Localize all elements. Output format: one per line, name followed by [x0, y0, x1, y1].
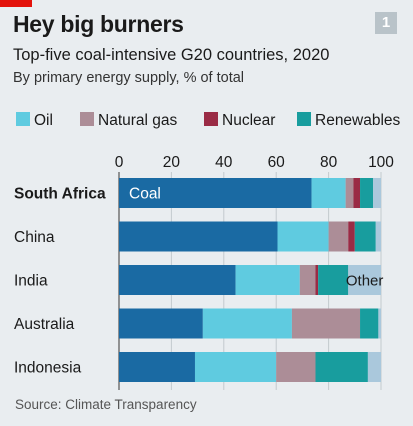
bar-south-africa-coal: [119, 178, 312, 208]
bar-india-other: [348, 265, 381, 295]
x-tick-label: 60: [268, 154, 286, 171]
x-axis-ticks: 0 20 40 60 80 100: [115, 154, 395, 171]
bar-indonesia-natural-gas: [276, 352, 316, 382]
legend-swatch-oil: [16, 112, 30, 126]
bar-australia-oil: [202, 308, 292, 339]
legend-swatch-renewables: [297, 112, 311, 126]
bar-china-renewables: [354, 221, 376, 252]
chart-subtitle-units: By primary energy supply, % of total: [13, 70, 245, 86]
bar-indonesia-oil: [194, 352, 277, 382]
bar-south-africa-renewables: [360, 178, 374, 208]
bar-australia-other: [378, 308, 381, 339]
legend-label-natural-gas: Natural gas: [98, 112, 178, 129]
bar-south-africa-oil: [311, 178, 346, 208]
chart-title: Hey big burners: [13, 11, 184, 37]
legend-swatch-natural-gas: [80, 112, 94, 126]
category-label-south-africa: South Africa: [14, 186, 106, 203]
bar-china-nuclear: [348, 221, 355, 252]
bar-indonesia-renewables: [315, 352, 368, 382]
annotation-other: Other: [346, 273, 384, 290]
bar-south-africa-natural-gas: [345, 178, 354, 208]
bar-indonesia-coal: [119, 352, 195, 382]
bar-india-natural-gas: [299, 265, 316, 295]
chart-subtitle: Top-five coal-intensive G20 countries, 2…: [13, 46, 330, 64]
bar-india-nuclear: [315, 265, 319, 295]
bar-china-oil: [277, 221, 329, 252]
x-tick-label: 0: [115, 154, 124, 171]
category-label-australia: Australia: [14, 316, 75, 333]
bar-india-coal: [119, 265, 236, 295]
brand-red-tag: [0, 0, 32, 7]
legend: Oil Natural gas Nuclear Renewables: [16, 112, 401, 129]
x-tick-label: 20: [163, 154, 181, 171]
x-tick-label: 40: [215, 154, 233, 171]
category-label-india: India: [14, 273, 48, 290]
legend-label-oil: Oil: [34, 112, 53, 129]
x-tick-label: 100: [368, 154, 394, 171]
category-labels: South Africa China India Australia Indonesia: [14, 186, 106, 377]
bar-south-africa-other: [373, 178, 381, 208]
bar-china-coal: [119, 221, 278, 252]
bar-south-africa-nuclear: [353, 178, 361, 208]
legend-label-renewables: Renewables: [315, 112, 401, 129]
bar-india-oil: [235, 265, 300, 295]
legend-label-nuclear: Nuclear: [222, 112, 275, 129]
bar-australia-coal: [119, 308, 203, 339]
bar-indonesia-other: [367, 352, 381, 382]
bars: [119, 178, 381, 382]
category-label-indonesia: Indonesia: [14, 360, 82, 377]
bar-australia-renewables: [360, 308, 379, 339]
x-tick-label: 80: [320, 154, 338, 171]
legend-swatch-nuclear: [204, 112, 218, 126]
stacked-bar-chart: Oil Natural gas Nuclear Renewables 0 20 40 60 8…: [14, 112, 401, 390]
chart-number-badge: 1: [375, 12, 397, 34]
bar-india-renewables: [318, 265, 349, 295]
annotation-coal: Coal: [129, 186, 161, 203]
bar-china-natural-gas: [328, 221, 349, 252]
bar-australia-natural-gas: [291, 308, 361, 339]
source-note: Source: Climate Transparency: [15, 397, 197, 412]
category-label-china: China: [14, 229, 55, 246]
annotations: Coal Other: [129, 186, 383, 290]
bar-china-other: [375, 221, 381, 252]
